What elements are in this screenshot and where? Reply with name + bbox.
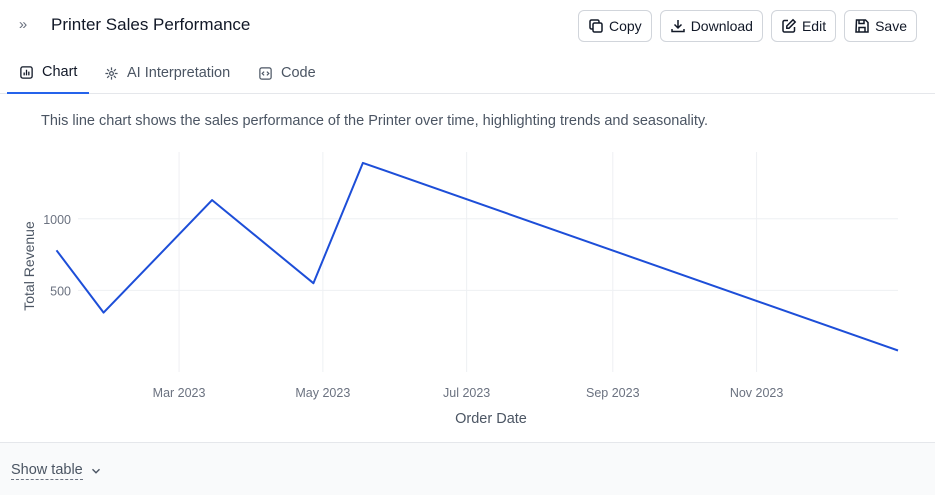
save-icon <box>855 19 869 33</box>
x-tick-label: Jul 2023 <box>443 386 490 400</box>
x-tick-labels: Mar 2023 May 2023 Jul 2023 Sep 2023 Nov 2023 <box>153 386 784 400</box>
tab-chart-label: Chart <box>42 64 78 80</box>
edit-button[interactable]: Edit <box>770 10 837 42</box>
tab-chart[interactable]: Chart <box>7 52 90 94</box>
y-tick-label: 1000 <box>43 213 71 227</box>
sparkle-icon <box>105 66 118 80</box>
x-tick-label: May 2023 <box>295 386 350 400</box>
action-toolbar: Copy Download Edit Save <box>578 10 917 42</box>
chart-header: » Printer Sales Performance Copy Downloa… <box>0 0 935 52</box>
page-title: Printer Sales Performance <box>51 15 251 34</box>
tab-ai-interpretation[interactable]: AI Interpretation <box>104 52 230 94</box>
copy-button[interactable]: Copy <box>578 10 652 42</box>
chevron-down-icon <box>91 468 100 474</box>
y-tick-labels: 500 1000 <box>43 213 71 299</box>
show-table-toggle[interactable]: Show table <box>11 462 103 480</box>
table-footer: Show table <box>0 442 935 495</box>
edit-label: Edit <box>801 18 827 34</box>
edit-icon <box>782 18 797 33</box>
expand-panel-icon[interactable]: » <box>18 16 28 33</box>
bar-chart-icon <box>20 65 33 79</box>
grid-layer <box>78 152 898 372</box>
x-tick-label: Nov 2023 <box>730 386 784 400</box>
copy-label: Copy <box>609 18 642 34</box>
save-button[interactable]: Save <box>844 10 917 42</box>
y-tick-label: 500 <box>50 284 71 298</box>
tab-code[interactable]: Code <box>258 52 316 94</box>
copy-icon <box>589 19 603 33</box>
y-axis-label: Total Revenue <box>21 221 37 311</box>
download-label: Download <box>690 18 753 34</box>
chart-description: This line chart shows the sales performa… <box>41 113 709 129</box>
download-button[interactable]: Download <box>659 10 763 42</box>
tab-bar: Chart AI Interpretation Code <box>0 52 935 94</box>
line-chart: 500 1000 Mar 2023 May 2023 Jul 2023 Sep 2023… <box>21 152 899 427</box>
tab-ai-interpretation-label: AI Interpretation <box>127 65 231 81</box>
series-line <box>55 161 899 352</box>
x-axis-label: Order Date <box>455 411 527 427</box>
code-icon <box>259 66 272 80</box>
x-tick-label: Sep 2023 <box>586 386 640 400</box>
tab-code-label: Code <box>281 65 316 81</box>
download-icon <box>670 20 685 33</box>
save-label: Save <box>875 18 907 34</box>
show-table-label: Show table <box>11 462 83 480</box>
x-tick-label: Mar 2023 <box>153 386 206 400</box>
